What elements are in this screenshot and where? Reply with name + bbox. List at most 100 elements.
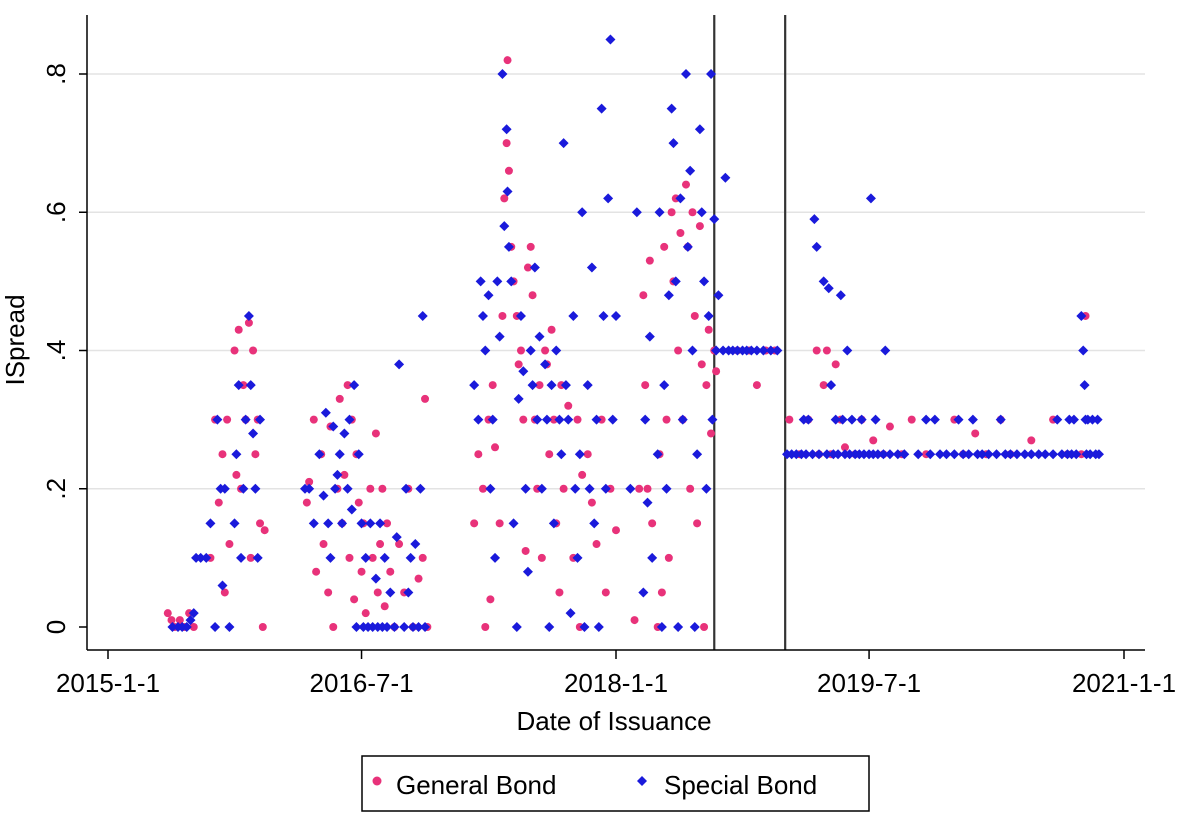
special-bond-point <box>492 276 503 287</box>
special-bond-point <box>1068 414 1079 425</box>
general-bond-point <box>514 360 523 369</box>
general-bond-point <box>383 519 392 528</box>
special-bond-point <box>870 414 881 425</box>
special-bond-point <box>1076 310 1087 321</box>
special-bond-point <box>417 310 428 321</box>
special-bond-point <box>589 518 600 529</box>
special-bond-point <box>405 552 416 563</box>
special-bond-point <box>941 449 952 460</box>
general-bond-point <box>354 498 363 507</box>
general-bond-point <box>752 381 761 390</box>
special-bond-point <box>344 414 355 425</box>
special-bond-point <box>582 380 593 391</box>
special-bond-point <box>487 414 498 425</box>
general-bond-point <box>504 166 513 175</box>
special-bond-point <box>925 449 936 460</box>
general-bond-point <box>639 291 648 300</box>
special-bond-point <box>963 449 974 460</box>
general-bond-point <box>547 325 556 334</box>
general-bond-point <box>812 346 821 355</box>
special-bond-point <box>1087 414 1098 425</box>
special-bond-point <box>351 622 362 632</box>
special-bond-point <box>346 504 357 515</box>
special-bond-point <box>913 449 924 460</box>
special-bond-point <box>540 359 551 370</box>
general-bond-point <box>528 291 537 300</box>
general-bond-point <box>630 616 639 625</box>
special-bond-point <box>574 449 585 460</box>
special-bond-point <box>473 414 484 425</box>
general-bond-point <box>541 346 550 355</box>
general-bond-point <box>819 381 828 390</box>
special-bond-point <box>642 497 653 508</box>
special-bond-point <box>511 622 522 632</box>
general-bond-point <box>971 429 980 438</box>
special-bond-point <box>625 483 636 494</box>
special-bond-point <box>600 483 611 494</box>
special-bond-point <box>659 380 670 391</box>
special-bond-point <box>656 622 667 632</box>
special-bond-point <box>325 552 336 563</box>
special-bond-point <box>711 345 722 356</box>
special-bond-point <box>551 345 562 356</box>
general-bond-point <box>702 381 711 390</box>
general-bond-point <box>376 540 385 549</box>
general-bond-point <box>660 242 669 251</box>
vertical-reference-lines <box>713 15 787 650</box>
special-bond-point <box>536 483 547 494</box>
special-bond-point <box>548 518 559 529</box>
general-bond-point <box>418 553 427 562</box>
general-bond-point <box>373 588 382 597</box>
special-bond-point <box>584 483 595 494</box>
general-bond-point <box>785 415 794 424</box>
special-bond-point <box>872 449 883 460</box>
special-bond-point <box>995 414 1006 425</box>
general-bond-point <box>676 228 685 237</box>
special-bond-point <box>506 276 517 287</box>
special-bond-point <box>677 414 688 425</box>
general-bond-point <box>573 415 582 424</box>
general-bond-point <box>234 325 243 334</box>
special-bond-point <box>644 331 655 342</box>
special-bond-point <box>701 483 712 494</box>
special-bond-point <box>250 483 261 494</box>
special-bond-point <box>899 449 910 460</box>
special-bond-point <box>382 622 393 632</box>
special-bond-point <box>652 449 663 460</box>
special-bond-point <box>328 421 339 432</box>
special-bond-point <box>332 469 343 480</box>
general-bond-point <box>559 484 568 493</box>
special-bond-point <box>525 345 536 356</box>
general-bond-point <box>693 519 702 528</box>
general-bond-point <box>232 470 241 479</box>
general-bond-point <box>500 194 509 203</box>
general-bond-point <box>163 609 172 618</box>
special-bond-point <box>1071 449 1082 460</box>
special-bond-point <box>818 276 829 287</box>
special-bond-point <box>541 414 552 425</box>
special-bond-point <box>709 214 720 225</box>
general-bond-point <box>643 484 652 493</box>
special-bond-point <box>185 615 196 626</box>
special-bond-point <box>558 138 569 149</box>
special-bond-point <box>330 483 341 494</box>
general-bond-point <box>246 553 255 562</box>
special-bond-point <box>181 622 192 632</box>
general-bond-point <box>366 484 375 493</box>
special-bond-point <box>544 622 555 632</box>
special-bond-point <box>807 449 818 460</box>
general-bond-point <box>380 602 389 611</box>
general-bond-point <box>474 450 483 459</box>
special-bond-point <box>826 380 837 391</box>
special-bond-point <box>394 359 405 370</box>
general-bond-point <box>368 553 377 562</box>
special-bond-point <box>830 414 841 425</box>
general-bond-point <box>218 450 227 459</box>
special-bond-point <box>892 449 903 460</box>
special-bond-point <box>231 449 242 460</box>
general-bond-point <box>700 623 709 631</box>
special-bond-point <box>205 518 216 529</box>
general-bond-point <box>302 498 311 507</box>
legend-marker-general <box>372 776 382 786</box>
special-bond-point <box>485 483 496 494</box>
